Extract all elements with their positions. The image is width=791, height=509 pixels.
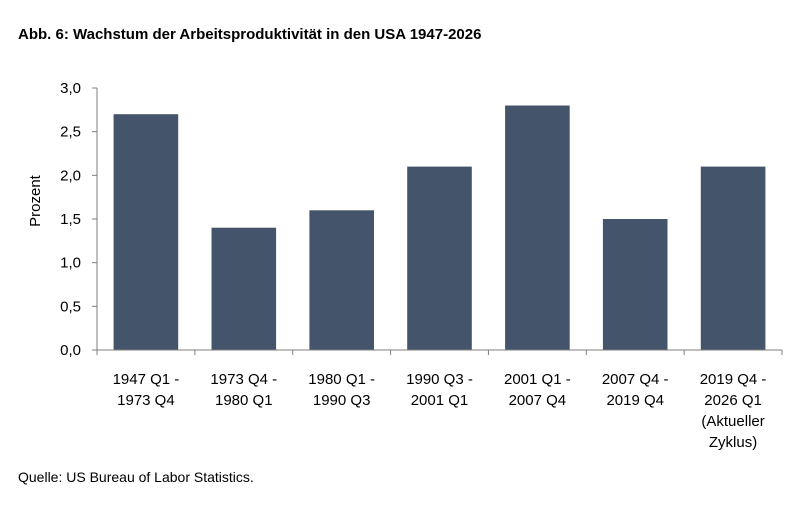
axes — [96, 88, 782, 351]
x-category-label: 2007 Q4 -2019 Q4 — [602, 371, 669, 409]
bar-3 — [407, 166, 472, 350]
x-axis-labels: 1947 Q1 -1973 Q4 1973 Q4 -1980 Q1 1980 Q1 … — [96, 350, 783, 451]
y-tick-label: 1,0 — [60, 255, 81, 272]
bars — [113, 105, 766, 350]
x-category-label: 1980 Q1 -1990 Q3 — [308, 371, 375, 409]
bar-6 — [700, 166, 766, 350]
y-tick-label: 0,0 — [60, 342, 81, 359]
bar-1 — [211, 227, 277, 350]
y-axis-title: Prozent — [27, 174, 44, 227]
bar-4 — [505, 105, 570, 350]
x-category-label: 2001 Q1 -2007 Q4 — [504, 371, 571, 409]
x-category-label: 1947 Q1 -1973 Q4 — [113, 371, 180, 409]
x-category-label: 1990 Q3 -2001 Q1 — [406, 371, 473, 409]
chart-title: Abb. 6: Wachstum der Arbeitsproduktivitä… — [18, 26, 482, 43]
x-category-label: 2019 Q4 -2026 Q1 (Aktueller Zyklus) — [700, 371, 767, 451]
bar-0 — [113, 114, 179, 350]
y-tick-label: 3,0 — [60, 80, 81, 97]
chart-source: Quelle: US Bureau of Labor Statistics. — [18, 469, 254, 485]
bar-2 — [309, 210, 374, 350]
x-category-label: 1973 Q4 -1980 Q1 — [210, 371, 277, 409]
y-tick-label: 2,0 — [60, 167, 81, 184]
y-tick-label: 0,5 — [60, 298, 81, 315]
bar-5 — [602, 219, 668, 350]
y-tick-label: 1,5 — [60, 211, 81, 228]
y-tick-label: 2,5 — [60, 124, 81, 141]
y-axis-ticks: 0,0 0,5 1,0 1,5 2,0 2,5 3,0 — [60, 80, 97, 359]
